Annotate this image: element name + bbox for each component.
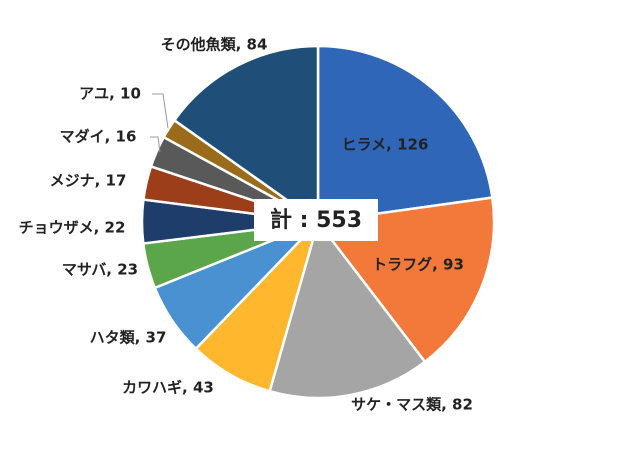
pie-slice — [268, 219, 427, 400]
data-label: サケ・マス類, 82 — [351, 396, 473, 414]
pie-slice — [172, 44, 320, 225]
data-label: カワハギ, 43 — [122, 379, 214, 397]
leader-line — [150, 136, 161, 153]
data-label: ハタ類, 37 — [90, 329, 167, 347]
data-label: マサバ, 23 — [62, 261, 138, 279]
data-label: その他魚類, 84 — [161, 36, 268, 54]
data-label: トラフグ, 93 — [372, 256, 464, 274]
data-label: メジナ, 17 — [50, 172, 127, 190]
data-label: マダイ, 16 — [60, 128, 137, 146]
data-label: ヒラメ, 126 — [342, 136, 429, 154]
data-label: アユ, 10 — [79, 85, 141, 103]
data-label: チョウザメ, 22 — [19, 219, 126, 237]
total-box — [254, 199, 378, 241]
pie-slice — [316, 44, 494, 224]
leader-line — [152, 93, 169, 129]
pie — [140, 44, 496, 400]
leader-lines — [150, 93, 169, 153]
total-label: 計 : 553 — [270, 207, 362, 233]
